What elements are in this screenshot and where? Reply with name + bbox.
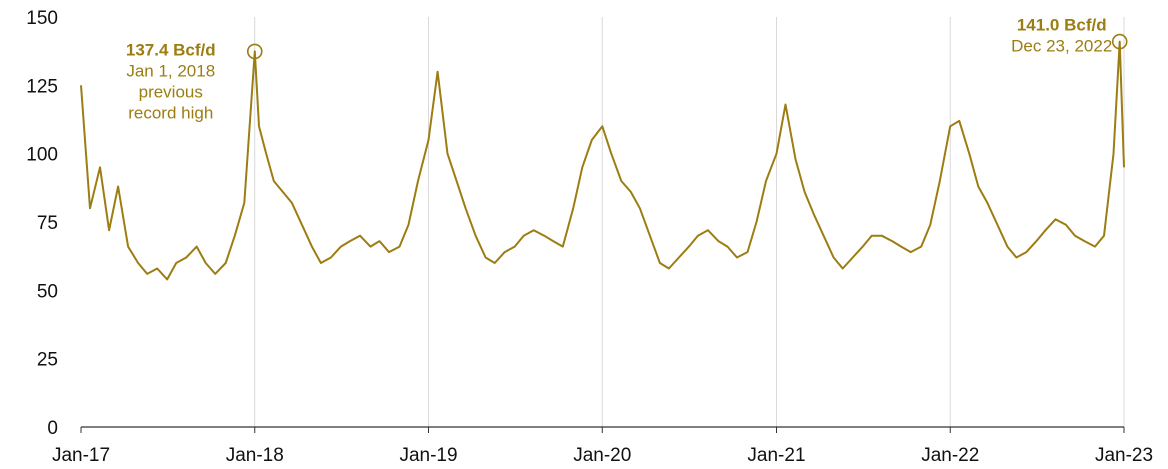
annotation-marker-0 (246, 43, 263, 60)
vertical-gridlines (254, 17, 1125, 427)
axes-layer: Jan-17 Jan-18 Jan-19 Jan-20 Jan-21 Jan-22 Jan-… (26, 8, 1153, 466)
annotation-value-1: 141.0 Bcf/d (1017, 16, 1107, 35)
x-tick-label: Jan-21 (747, 445, 805, 466)
y-tick-label: 50 (37, 281, 58, 302)
annotation-value-0: 137.4 Bcf/d (126, 40, 216, 59)
x-tick-label: Jan-22 (921, 445, 979, 466)
y-tick-label: 75 (37, 213, 58, 234)
y-tick-label: 150 (26, 8, 58, 29)
x-tick-label: Jan-20 (573, 445, 631, 466)
y-tick-label: 0 (47, 418, 58, 439)
annotation-text-0-1: previous (139, 82, 203, 101)
y-tick-label: 25 (37, 350, 58, 371)
x-tick-label: Jan-18 (226, 445, 284, 466)
annotation-text-1-0: Dec 23, 2022 (1011, 37, 1112, 56)
x-tick-label: Jan-17 (52, 445, 110, 466)
annotation-marker-1 (1111, 33, 1128, 50)
annotation-text-0-2: record high (128, 103, 213, 122)
series-line-0 (80, 40, 1125, 281)
annotation-text-0-0: Jan 1, 2018 (126, 61, 215, 80)
x-tick-label: Jan-23 (1095, 445, 1153, 466)
y-tick-label: 100 (26, 145, 58, 166)
annotation-layer: 137.4 Bcf/d Jan 1, 2018 previous record hig… (126, 16, 1128, 122)
y-tick-label: 125 (26, 76, 58, 97)
x-tick-label: Jan-19 (399, 445, 457, 466)
series-layer (80, 40, 1125, 281)
